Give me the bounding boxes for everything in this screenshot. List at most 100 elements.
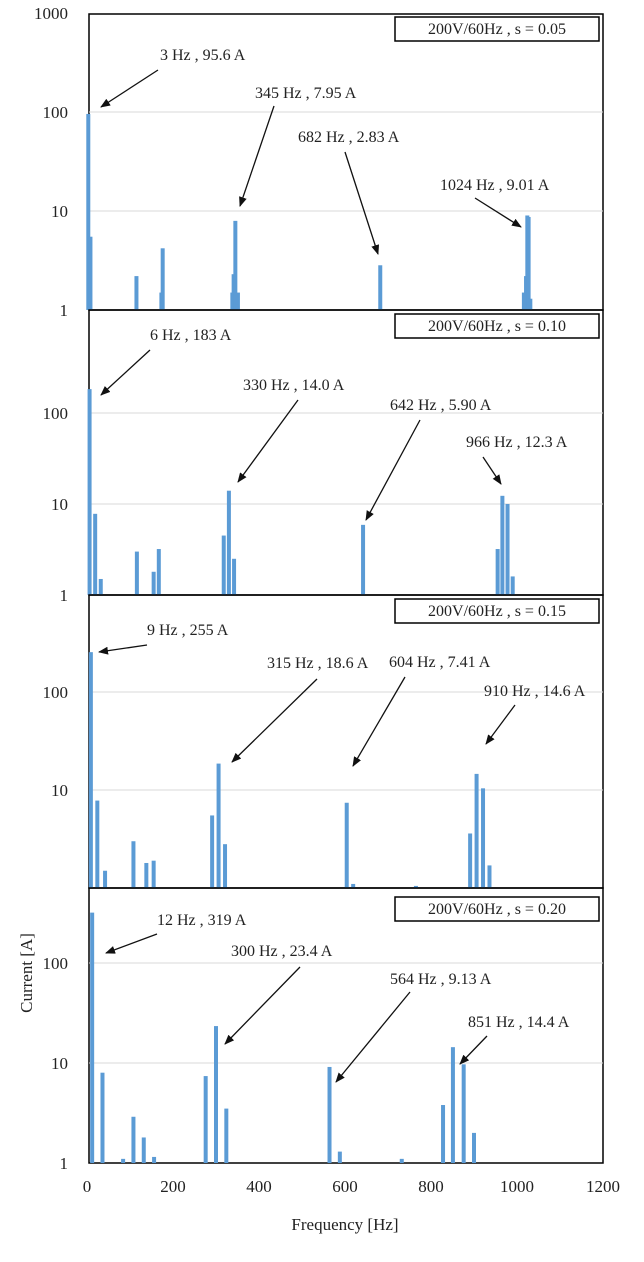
spectrum-bar [500,495,505,595]
spectrum-bar [93,513,98,595]
spectrum-bar [361,524,366,595]
spectrum-bar [88,236,93,310]
spectrum-bar [103,870,108,888]
spectrum-bar [528,298,533,310]
annotation-arrow [224,966,301,1045]
legend-box [394,598,600,624]
spectrum-bar [214,1026,218,1163]
annotation-label: 12 Hz , 319 A [157,912,247,929]
x-axis-label: Frequency [Hz] [291,1215,398,1234]
spectrum-bar [495,549,500,595]
y-tick-label: 100 [43,103,69,122]
annotation-arrow [352,676,406,767]
y-tick-label: 100 [43,404,69,423]
spectrum-bar [505,504,510,595]
y-axis-label: Current [A] [17,933,36,1013]
spectrum-bar [232,558,237,595]
chart-panel-1: 1 10 100 1000 200V/60Hz , s = 0.05 3 Hz , 95.… [34,4,604,320]
spectrum-bar [121,1158,126,1163]
y-tick-label: 10 [51,495,68,514]
spectrum-bar [141,1137,146,1163]
annotation-label: 682 Hz , 2.83 A [298,129,400,146]
annotation-arrow [239,105,275,207]
annotation-label: 6 Hz , 183 A [150,327,232,344]
y-tick-label: 1 [60,586,69,605]
y-tick-label: 10 [51,202,68,221]
annotation-label: 564 Hz , 9.13 A [390,971,492,988]
spectrum-bar [156,549,161,595]
spectrum-bar [413,885,418,888]
spectrum-bar [474,773,479,888]
x-tick-label: 600 [332,1177,358,1196]
annotation-arrow [105,933,158,954]
spectrum-bar [223,844,228,888]
annotation-arrow [231,678,318,763]
annotation-arrow [335,991,411,1083]
spectrum-bar [481,788,486,888]
spectrum-bar [95,800,100,888]
legend-label: 200V/60Hz , s = 0.05 [428,21,566,38]
spectrum-bar [487,865,492,888]
spectrum-bar [526,216,531,310]
x-tick-label: 200 [160,1177,186,1196]
annotation-arrow [344,151,380,255]
spectrum-bar [351,883,356,888]
spectrum-bar [378,265,383,310]
plot-frame [88,309,604,596]
spectrum-bar [233,220,238,310]
spectrum-bar [131,1116,136,1163]
spectrum-bar [134,276,139,310]
spectrum-bar [88,652,93,888]
spectrum-bar [472,1132,476,1163]
annotation-arrow [100,349,151,396]
spectrum-bar [152,1156,157,1163]
annotation-label: 330 Hz , 14.0 A [243,377,345,394]
chart-panel-3: 10 100 200V/60Hz , s = 0.15 9 Hz , 255 A 315… [43,594,604,889]
spectrum-bar [134,551,139,595]
spectrum-bar [441,1105,446,1163]
spectrum-bar [90,912,95,1163]
annotation-label: 345 Hz , 7.95 A [255,85,357,102]
x-tick-label: 1000 [500,1177,534,1196]
annotation-label: 300 Hz , 23.4 A [231,943,333,960]
spectrum-bar [160,248,165,310]
x-tick-label: 400 [246,1177,272,1196]
annotation-label: 1024 Hz , 9.01 A [440,177,550,194]
spectrum-bar [221,535,226,595]
legend-box [394,313,600,339]
y-tick-label: 10 [51,1054,68,1073]
legend-label: 200V/60Hz , s = 0.15 [428,603,566,620]
legend-box [394,896,600,922]
annotation-arrow [459,1035,488,1065]
spectrum-bar [327,1066,332,1163]
y-tick-label: 100 [43,954,69,973]
spectrum-bar [151,571,156,595]
annotation-arrow [237,399,299,483]
spectrum-bar [399,1158,404,1163]
spectrum-bar [344,802,349,888]
chart-panel-2: 1 10 100 200V/60Hz , s = 0.10 6 Hz , 183 A 33… [43,309,604,605]
annotation-label: 9 Hz , 255 A [147,622,229,639]
annotation-arrow [482,456,502,485]
plot-frame [88,887,604,1164]
spectrum-bar [216,763,221,888]
annotation-label: 604 Hz , 7.41 A [389,654,491,671]
spectrum-bar [144,862,149,888]
legend-label: 200V/60Hz , s = 0.20 [428,901,566,918]
x-tick-label: 800 [418,1177,444,1196]
spectrum-bar [86,113,91,311]
spectrum-bar [203,1076,208,1163]
x-tick-label: 0 [83,1177,92,1196]
annotation-label: 3 Hz , 95.6 A [160,47,246,64]
spectrum-bar [210,815,215,888]
spectrum-bar [450,1047,455,1163]
chart-panel-4: 1 10 100 200V/60Hz , s = 0.20 12 Hz , 319 A 3… [17,887,620,1234]
spectrum-bar [461,1064,466,1163]
annotation-arrow [98,644,148,655]
annotation-label: 642 Hz , 5.90 A [390,397,492,414]
y-tick-label: 1 [60,1154,69,1173]
annotation-arrow [100,69,159,108]
spectrum-bar [468,833,473,888]
x-tick-label: 1200 [586,1177,620,1196]
